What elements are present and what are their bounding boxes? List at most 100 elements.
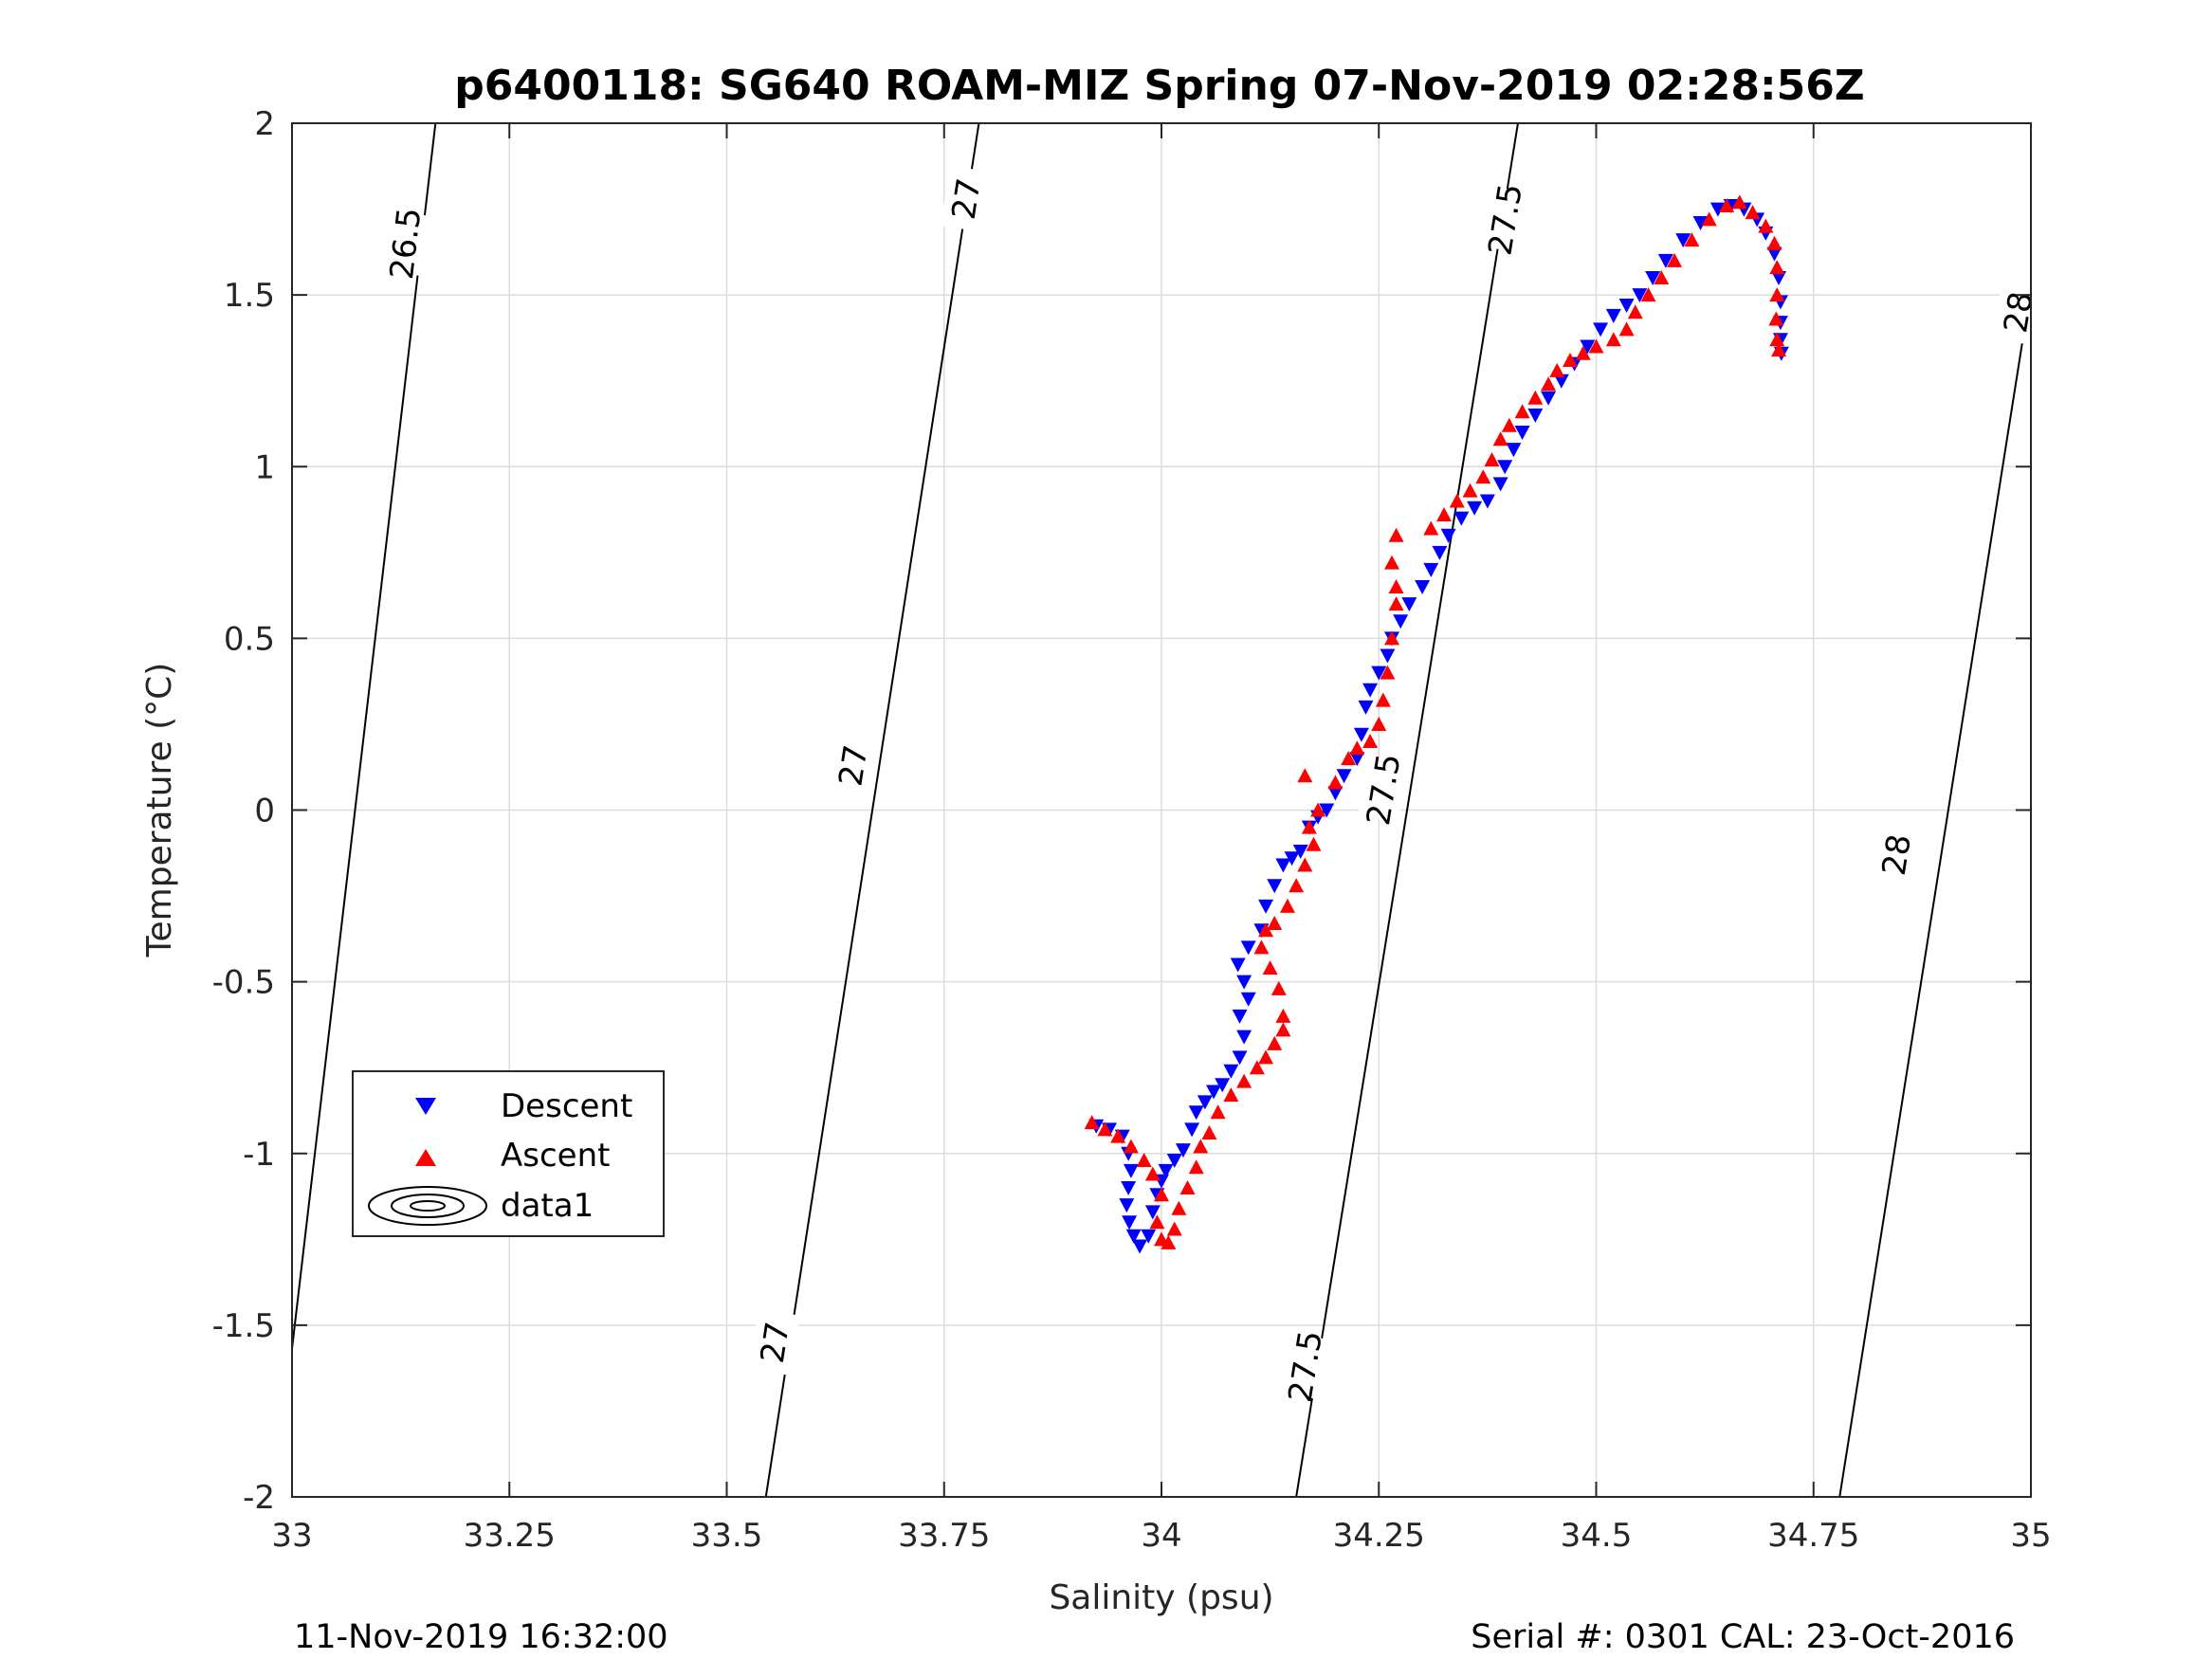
ascent-marker xyxy=(1154,1187,1169,1202)
ascent-marker xyxy=(1136,1152,1152,1167)
ascent-marker xyxy=(1210,1104,1226,1120)
ascent-marker xyxy=(1514,404,1530,419)
ascent-marker xyxy=(1667,252,1683,267)
contour-label: 26.5 xyxy=(383,206,430,282)
descent-marker xyxy=(1353,727,1369,742)
descent-marker xyxy=(1479,494,1495,509)
ascent-marker xyxy=(1475,469,1491,484)
descent-marker xyxy=(1275,858,1291,873)
descent-marker xyxy=(1593,322,1609,337)
contour-label: 28 xyxy=(1875,831,1919,878)
descent-marker xyxy=(1432,545,1448,560)
descent-marker xyxy=(1632,288,1648,303)
descent-marker xyxy=(1184,1122,1200,1138)
descent-marker xyxy=(1223,1064,1239,1079)
ascent-marker xyxy=(1501,417,1517,432)
descent-marker xyxy=(1580,339,1596,355)
ascent-marker xyxy=(1654,270,1670,285)
descent-marker xyxy=(1121,1180,1137,1195)
contour-label: 27 xyxy=(754,1320,797,1366)
y-tick-label: 0 xyxy=(254,793,275,830)
descent-marker xyxy=(1132,1239,1148,1254)
x-tick-label: 35 xyxy=(2010,1517,2051,1555)
y-tick-label: -0.5 xyxy=(212,964,275,1002)
ascent-marker xyxy=(1166,1221,1182,1236)
ascent-marker xyxy=(1769,332,1785,347)
ascent-marker xyxy=(1462,483,1478,498)
descent-marker xyxy=(1206,1085,1222,1100)
ascent-marker xyxy=(1144,1166,1161,1181)
ascent-marker xyxy=(1769,287,1785,302)
descent-marker xyxy=(1657,253,1673,268)
ascent-marker xyxy=(1188,1159,1204,1175)
ascent-marker xyxy=(1327,775,1344,790)
descent-marker xyxy=(1122,1215,1138,1231)
x-tick-label: 33.25 xyxy=(464,1517,556,1555)
descent-marker xyxy=(1119,1198,1135,1213)
y-tick-label: -1.5 xyxy=(212,1307,275,1345)
ascent-marker xyxy=(1249,1060,1265,1075)
ascent-marker xyxy=(1301,819,1317,834)
ascent-marker xyxy=(1275,1022,1291,1037)
x-axis-label: Salinity (psu) xyxy=(1049,1578,1273,1617)
x-tick-label: 34.5 xyxy=(1561,1517,1633,1555)
ascent-marker xyxy=(1449,493,1465,508)
ascent-marker xyxy=(1110,1128,1126,1143)
descent-marker xyxy=(1327,786,1344,801)
descent-marker xyxy=(1423,562,1439,577)
ascent-marker xyxy=(1223,1087,1239,1103)
ascent-marker xyxy=(1731,194,1747,210)
ascent-marker xyxy=(1618,321,1635,337)
footer-serial-cal: Serial #: 0301 CAL: 23-Oct-2016 xyxy=(1471,1618,2015,1656)
ascent-marker xyxy=(1258,922,1274,938)
y-tick-label: 1.5 xyxy=(224,277,275,315)
ascent-marker xyxy=(1766,235,1782,250)
ascent-marker xyxy=(1179,1179,1196,1194)
contour-label-gap xyxy=(1871,821,1922,888)
descent-marker xyxy=(1267,879,1283,894)
grid-lines xyxy=(291,122,2032,1498)
ascent-marker xyxy=(1388,527,1404,542)
ascent-marker xyxy=(1297,857,1313,872)
legend-descent-marker xyxy=(415,1098,436,1115)
descent-marker xyxy=(1380,648,1396,664)
ascent-marker xyxy=(1436,506,1453,521)
descent-marker xyxy=(1175,1143,1191,1158)
descent-marker xyxy=(1771,271,1787,286)
x-tick-label: 33.75 xyxy=(898,1517,990,1555)
descent-marker xyxy=(1453,511,1470,526)
x-tick-label: 33 xyxy=(271,1517,312,1555)
legend-descent-label: Descent xyxy=(501,1087,632,1125)
ascent-marker xyxy=(1149,1214,1165,1230)
ascent-marker xyxy=(1310,802,1326,817)
y-tick-label: 1 xyxy=(254,448,275,486)
descent-marker xyxy=(1514,426,1530,441)
ascent-marker xyxy=(1171,1200,1187,1215)
descent-marker xyxy=(1553,374,1569,389)
ascent-marker xyxy=(1575,345,1591,360)
descent-marker xyxy=(1709,202,1726,217)
legend-box xyxy=(352,1070,665,1237)
ascent-marker xyxy=(1423,520,1439,536)
ascent-marker xyxy=(1349,740,1365,756)
contour-label: 27 xyxy=(832,742,875,789)
legend: Descent Ascent data1 xyxy=(352,1070,665,1237)
descent-marker xyxy=(1506,443,1522,458)
descent-marker xyxy=(1618,298,1635,313)
descent-marker xyxy=(1123,1163,1139,1178)
descent-marker xyxy=(1319,803,1335,818)
x-tick-label: 34.25 xyxy=(1333,1517,1425,1555)
ascent-marker xyxy=(1640,287,1656,302)
contour-label-gap xyxy=(1479,186,1531,253)
ascent-marker xyxy=(1306,836,1322,851)
descent-marker xyxy=(1236,1030,1252,1045)
descent-marker xyxy=(1371,665,1387,681)
y-tick-label: 0.5 xyxy=(224,620,275,658)
ascent-marker xyxy=(1275,1008,1291,1023)
ascent-marker xyxy=(1384,630,1400,646)
ascent-marker xyxy=(1253,939,1270,955)
descent-marker xyxy=(1349,752,1365,767)
descent-marker xyxy=(1415,580,1431,595)
